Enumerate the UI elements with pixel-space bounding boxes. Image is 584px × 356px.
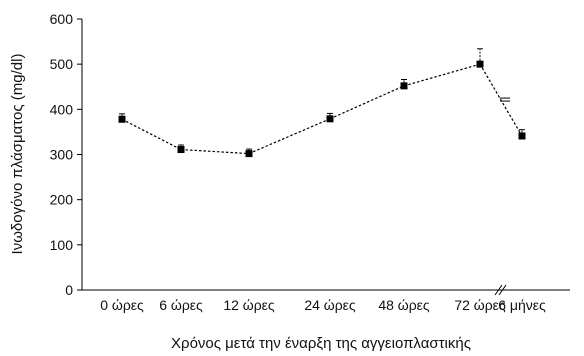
data-point: [326, 115, 334, 123]
x-tick-label: 6 μήνες: [498, 297, 546, 313]
x-tick-label: 12 ώρες: [223, 297, 275, 313]
x-tick-label: 48 ώρες: [378, 297, 430, 313]
x-axis-title: Χρόνος μετά την έναρξη της αγγειοπλαστικ…: [171, 335, 471, 352]
y-tick-label: 600: [50, 11, 74, 27]
x-tick-label: 6 ώρες: [159, 297, 203, 313]
data-point: [518, 132, 526, 140]
axis-break-mark: [498, 284, 507, 296]
y-axis-title: Ινωδογόνο πλάσματος (mg/dl): [9, 54, 26, 255]
series-line-segment: [121, 118, 182, 151]
y-tick-label: 0: [65, 282, 73, 298]
y-tick-label: 200: [50, 192, 74, 208]
y-axis-ticks: 0 100 200 300 400 500 600: [50, 11, 82, 298]
x-tick-label: 24 ώρες: [304, 297, 356, 313]
data-point: [118, 115, 126, 123]
series-line-segment: [180, 148, 250, 155]
y-tick-label: 400: [50, 101, 74, 117]
axis-break-mark: [494, 284, 503, 296]
series-line-segment: [403, 63, 481, 87]
data-point: [177, 146, 185, 154]
x-tick-label: 72 ώρες: [454, 297, 506, 313]
x-axis-ticks: 0 ώρες 6 ώρες 12 ώρες 24 ώρες 48 ώρες 72 ώρες…: [100, 297, 546, 313]
x-tick-label: 0 ώρες: [100, 297, 144, 313]
series-line-segment: [479, 63, 523, 137]
series-group: [118, 48, 526, 158]
y-tick-label: 500: [50, 56, 74, 72]
data-point: [400, 82, 408, 90]
chart-axes: [81, 19, 570, 296]
y-tick-label: 300: [50, 147, 74, 163]
series-line-segment: [248, 118, 331, 155]
y-tick-label: 100: [50, 237, 74, 253]
data-point: [476, 60, 484, 68]
series-line-segment: [329, 85, 405, 120]
data-point: [245, 150, 253, 158]
